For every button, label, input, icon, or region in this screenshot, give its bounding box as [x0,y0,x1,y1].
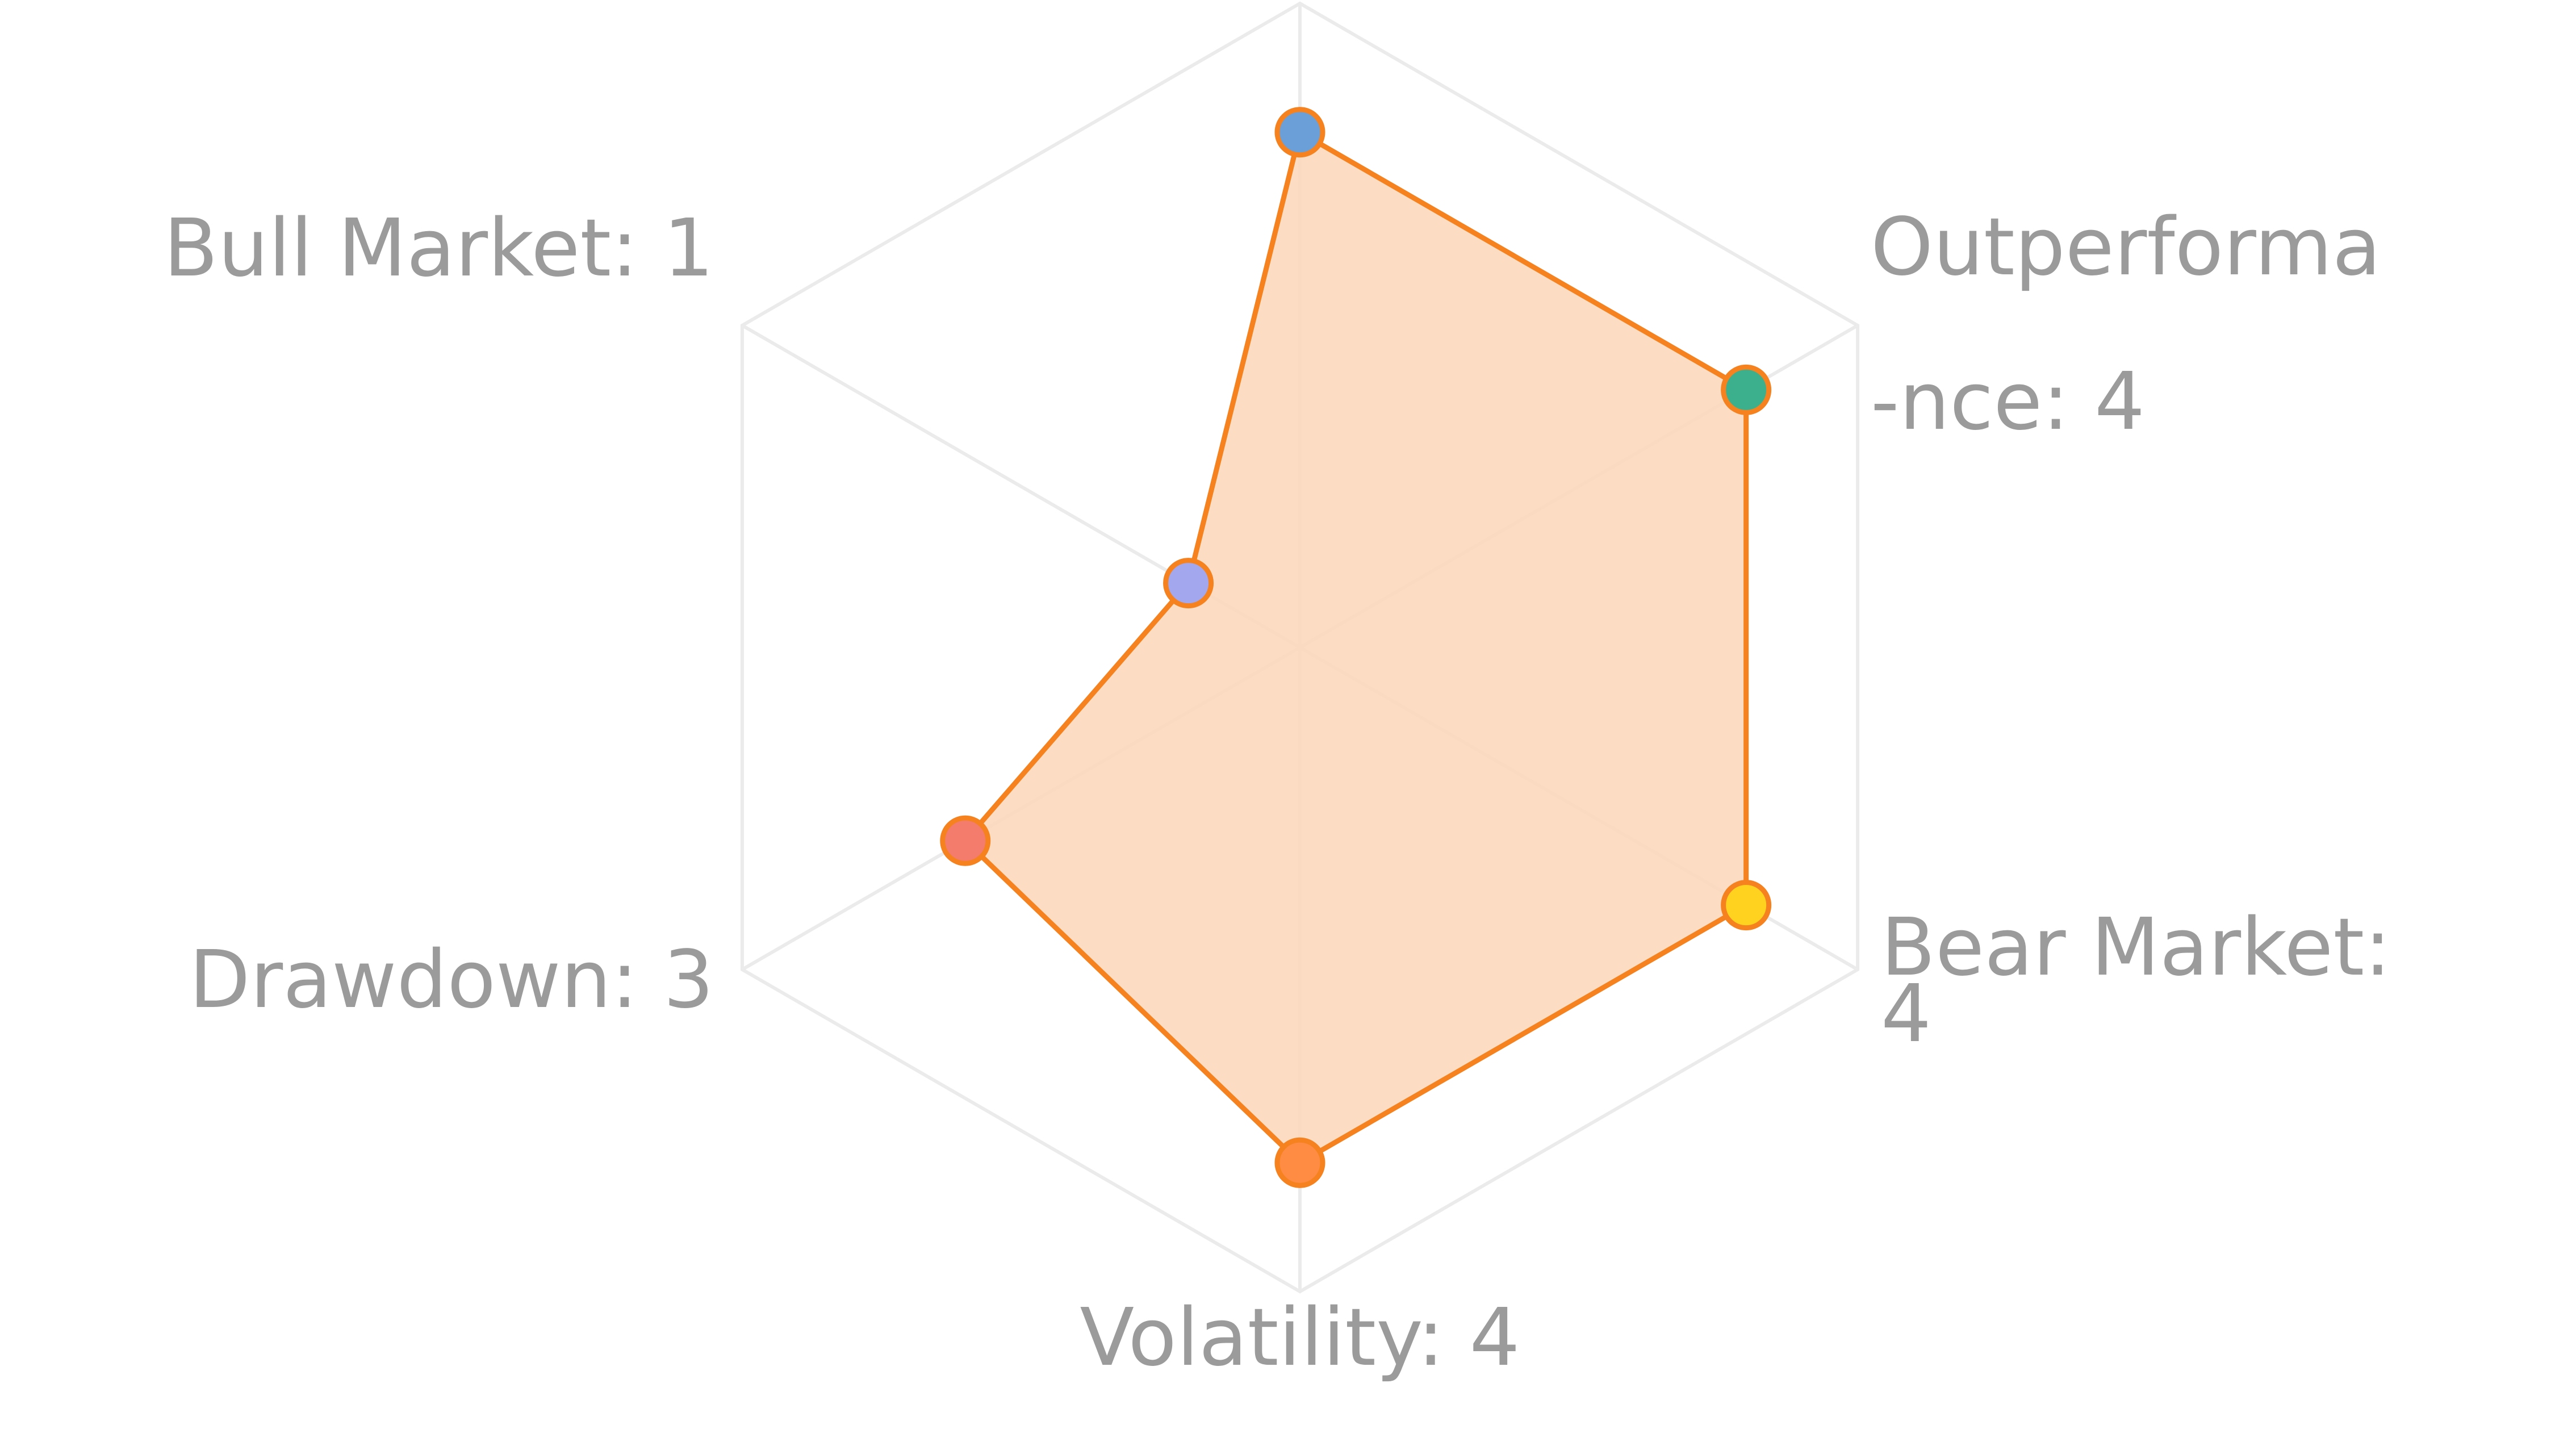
radar-point [1721,880,1772,931]
radar-point [1274,107,1325,158]
radar-point [1721,364,1772,415]
radar-point [1274,1137,1325,1188]
radar-area [963,129,1749,1165]
radar-point [940,815,991,866]
radar-point [1163,558,1214,609]
axis-label: Bull Market: 1 [163,202,714,295]
axis-label: Bear Market: 4 [1881,901,2391,1060]
axis-label: Volatility: 4 [1080,1292,1520,1384]
axis-label: Drawdown: 3 [189,934,714,1026]
axis-label: Outperforma -nce: 4 [1871,201,2381,448]
